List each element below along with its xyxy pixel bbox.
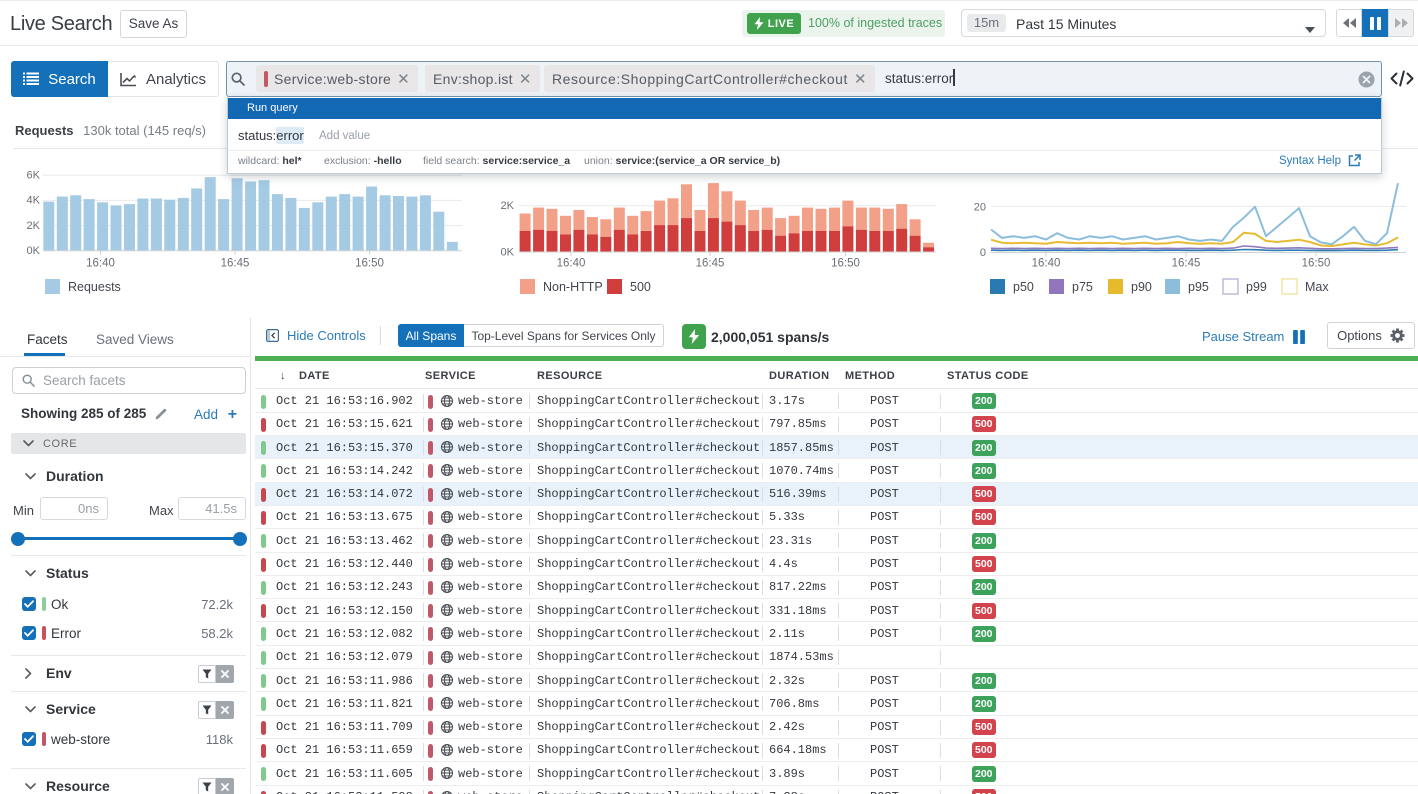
svg-text:Non-HTTP: Non-HTTP	[543, 280, 603, 294]
svg-text:0K: 0K	[501, 246, 515, 258]
svg-text:16:45: 16:45	[696, 258, 725, 270]
svg-text:16:50: 16:50	[831, 258, 860, 270]
svg-text:16:40: 16:40	[86, 258, 115, 270]
svg-text:16:45: 16:45	[1172, 258, 1201, 270]
svg-text:0: 0	[980, 247, 986, 259]
svg-text:p75: p75	[1072, 280, 1093, 294]
svg-text:0K: 0K	[27, 245, 41, 257]
svg-text:p95: p95	[1188, 280, 1209, 294]
svg-text:16:40: 16:40	[1032, 258, 1061, 270]
svg-text:p50: p50	[1013, 280, 1034, 294]
svg-text:Requests: Requests	[68, 280, 121, 294]
svg-text:p90: p90	[1131, 280, 1152, 294]
svg-text:16:45: 16:45	[221, 258, 250, 270]
svg-text:2K: 2K	[501, 200, 515, 212]
svg-text:Max: Max	[1305, 280, 1329, 294]
svg-text:16:50: 16:50	[355, 258, 384, 270]
svg-text:16:50: 16:50	[1302, 258, 1331, 270]
svg-text:p99: p99	[1246, 280, 1267, 294]
svg-text:4K: 4K	[27, 195, 41, 207]
svg-text:6K: 6K	[27, 170, 41, 182]
svg-text:2K: 2K	[27, 220, 41, 232]
svg-text:20: 20	[974, 202, 986, 214]
svg-text:500: 500	[630, 280, 651, 294]
svg-text:16:40: 16:40	[557, 258, 586, 270]
